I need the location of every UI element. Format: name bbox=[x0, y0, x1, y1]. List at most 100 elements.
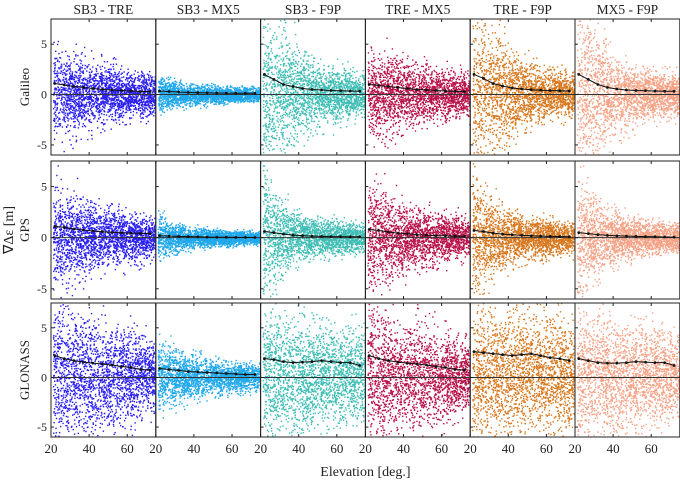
scatter-point bbox=[158, 81, 159, 82]
series-point bbox=[196, 91, 199, 94]
scatter-point bbox=[169, 84, 170, 85]
scatter-point bbox=[117, 76, 118, 77]
scatter-point bbox=[116, 91, 117, 92]
scatter-point bbox=[222, 99, 223, 100]
scatter-point bbox=[75, 54, 76, 55]
scatter-point bbox=[61, 89, 62, 90]
scatter-point bbox=[88, 102, 89, 103]
scatter-point bbox=[59, 89, 60, 90]
scatter-point bbox=[154, 105, 155, 106]
series-point bbox=[149, 90, 152, 93]
scatter-point bbox=[67, 70, 68, 71]
scatter-point bbox=[129, 108, 130, 109]
scatter-point bbox=[54, 107, 55, 108]
scatter-point bbox=[323, 117, 324, 118]
scatter-point bbox=[112, 95, 113, 96]
scatter-point bbox=[144, 111, 145, 112]
scatter-point bbox=[163, 96, 164, 97]
series-point bbox=[130, 90, 133, 93]
scatter-point bbox=[306, 111, 307, 112]
scatter-point bbox=[120, 87, 121, 88]
scatter-point bbox=[86, 90, 87, 91]
scatter-point bbox=[68, 131, 69, 132]
scatter-point bbox=[137, 77, 138, 78]
scatter-point bbox=[237, 87, 238, 88]
scatter-point bbox=[163, 101, 164, 102]
scatter-point bbox=[107, 61, 108, 62]
scatter-point bbox=[190, 106, 191, 107]
scatter-point bbox=[62, 109, 63, 110]
scatter-point bbox=[163, 108, 164, 109]
scatter-point bbox=[54, 113, 55, 114]
scatter-point bbox=[73, 121, 74, 122]
scatter-point bbox=[54, 139, 55, 140]
scatter-point bbox=[135, 85, 136, 86]
scatter-point bbox=[91, 138, 92, 139]
scatter-point bbox=[121, 77, 122, 78]
scatter-point bbox=[91, 122, 92, 123]
scatter-point bbox=[132, 100, 133, 101]
scatter-point bbox=[282, 89, 283, 90]
scatter-point bbox=[98, 86, 99, 87]
scatter-point bbox=[247, 100, 248, 101]
scatter-point bbox=[109, 98, 110, 99]
scatter-point bbox=[168, 79, 169, 80]
scatter-point bbox=[126, 112, 127, 113]
scatter-point bbox=[296, 46, 297, 47]
scatter-point bbox=[141, 76, 142, 77]
scatter-point bbox=[69, 88, 70, 89]
scatter-point bbox=[153, 111, 154, 112]
scatter-point bbox=[137, 100, 138, 101]
scatter-point bbox=[74, 125, 75, 126]
scatter-point bbox=[177, 105, 178, 106]
scatter-point bbox=[276, 62, 277, 63]
scatter-point bbox=[57, 82, 58, 83]
scatter-point bbox=[143, 114, 144, 115]
scatter-point bbox=[87, 108, 88, 109]
scatter-point bbox=[111, 129, 112, 130]
scatter-point bbox=[71, 108, 72, 109]
scatter-point bbox=[59, 92, 60, 93]
scatter-point bbox=[253, 88, 254, 89]
scatter-point bbox=[84, 83, 85, 84]
scatter-point bbox=[186, 83, 187, 84]
scatter-point bbox=[118, 104, 119, 105]
scatter-point bbox=[82, 65, 83, 66]
scatter-point bbox=[87, 78, 88, 79]
scatter-point bbox=[123, 102, 124, 103]
scatter-point bbox=[96, 96, 97, 97]
scatter-point bbox=[201, 100, 202, 101]
scatter-point bbox=[95, 98, 96, 99]
scatter-point bbox=[93, 118, 94, 119]
scatter-point bbox=[144, 90, 145, 91]
scatter-point bbox=[94, 115, 95, 116]
scatter-point bbox=[89, 106, 90, 107]
scatter-point bbox=[59, 79, 60, 80]
scatter-point bbox=[91, 105, 92, 106]
scatter-point bbox=[148, 121, 149, 122]
scatter-point bbox=[76, 105, 77, 106]
scatter-point bbox=[181, 90, 182, 91]
scatter-point bbox=[141, 105, 142, 106]
scatter-point bbox=[204, 106, 205, 107]
scatter-point bbox=[103, 114, 104, 115]
scatter-point bbox=[285, 72, 286, 73]
scatter-point bbox=[121, 65, 122, 66]
scatter-point bbox=[94, 76, 95, 77]
scatter-point bbox=[92, 90, 93, 91]
scatter-point bbox=[324, 112, 325, 113]
scatter-point bbox=[334, 112, 335, 113]
scatter-point bbox=[76, 102, 77, 103]
scatter-point bbox=[101, 110, 102, 111]
scatter-point bbox=[106, 81, 107, 82]
scatter-point bbox=[63, 111, 64, 112]
scatter-point bbox=[151, 105, 152, 106]
scatter-point bbox=[269, 97, 270, 98]
scatter-point bbox=[106, 82, 107, 83]
scatter-point bbox=[76, 118, 77, 119]
scatter-point bbox=[77, 82, 78, 83]
series-point bbox=[73, 85, 76, 88]
scatter-point bbox=[117, 97, 118, 98]
series-point bbox=[63, 84, 66, 87]
scatter-point bbox=[219, 88, 220, 89]
